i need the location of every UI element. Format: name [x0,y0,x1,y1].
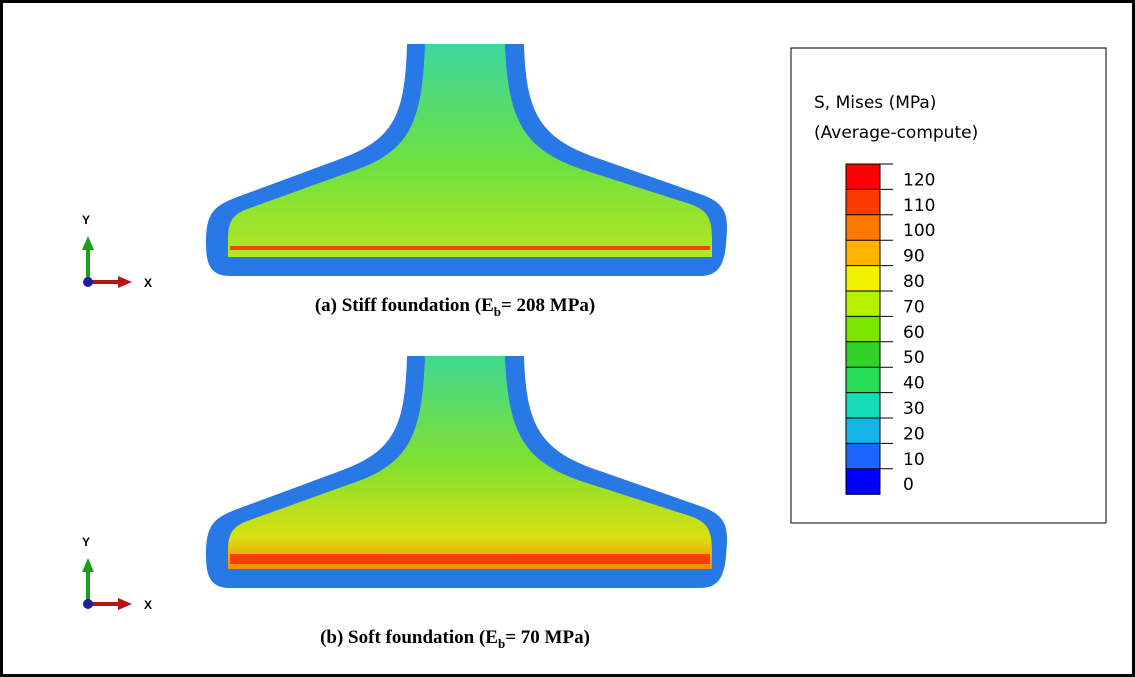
legend-label: 80 [903,272,925,292]
legend-label: 70 [903,297,925,317]
legend-title: S, Mises (MPa) [814,93,936,113]
legend-band [846,164,880,190]
origin [83,599,93,609]
y-arrow-head [82,236,94,250]
legend-label: 50 [903,348,925,368]
rail-base-edge [230,554,710,564]
y-axis-label: Y [82,213,90,227]
caption: (b) Soft foundation (Eb= 70 MPa) [320,627,590,651]
x-arrow-head [118,276,132,288]
legend-band [846,316,880,342]
legend-band [846,393,880,419]
legend-label: 30 [903,399,925,419]
legend-band [846,342,880,368]
legend-label: 60 [903,323,925,343]
rail-core [228,356,712,569]
legend-band [846,291,880,317]
caption-suffix: = 70 MPa) [505,627,590,648]
legend-label: 40 [903,374,925,394]
legend-band [846,240,880,266]
caption-suffix: = 208 MPa) [501,295,595,316]
legend-label: 120 [903,170,935,190]
origin [83,277,93,287]
rail-core [228,44,712,257]
legend-band [846,367,880,393]
legend-band [846,215,880,241]
figure: (a) Stiff foundation (Eb= 208 MPa)(b) So… [0,0,1135,677]
caption-prefix: (b) Soft foundation (E [320,627,498,648]
x-axis-label: X [144,276,152,290]
x-axis-label: X [144,598,152,612]
legend-box [791,48,1106,523]
rail-base-edge [230,246,710,250]
legend-label: 20 [903,424,925,444]
y-arrow-head [82,558,94,572]
legend-band [846,418,880,444]
x-arrow-head [118,598,132,610]
y-axis-label: Y [82,535,90,549]
legend-band [846,266,880,292]
caption: (a) Stiff foundation (Eb= 208 MPa) [315,295,595,319]
legend-label: 100 [903,221,935,241]
caption-subscript: b [498,636,505,651]
caption-subscript: b [494,304,501,319]
legend-label: 90 [903,247,925,267]
legend-label: 110 [903,196,935,216]
legend-band [846,469,880,495]
legend-band [846,189,880,215]
caption-prefix: (a) Stiff foundation (E [315,295,494,316]
legend-label: 0 [903,475,914,495]
legend-band [846,443,880,469]
legend-subtitle: (Average-compute) [814,123,978,143]
legend-label: 10 [903,450,925,470]
